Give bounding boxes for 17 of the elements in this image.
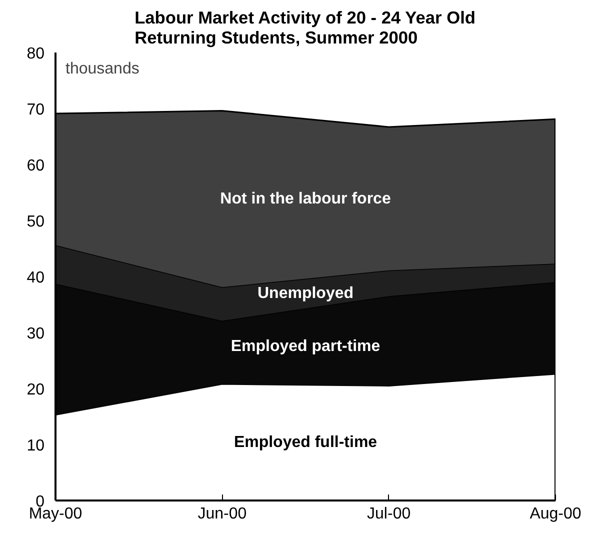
y-tick-label: 40 <box>26 270 45 286</box>
y-tick-label: 80 <box>26 46 45 62</box>
y-tick-label: 60 <box>26 158 45 174</box>
chart-title: Labour Market Activity of 20 - 24 Year Old Returning Students, Summer 2000 <box>134 8 476 48</box>
x-tick-label: Jun-00 <box>198 506 247 522</box>
series-label: Unemployed <box>257 285 354 302</box>
y-tick-label: 10 <box>26 438 45 454</box>
y-tick-label: 30 <box>26 326 45 342</box>
y-tick-label: 70 <box>26 102 45 118</box>
y-axis-title: thousands <box>66 60 140 78</box>
y-tick-label: 50 <box>26 214 45 230</box>
y-tick-label: 20 <box>26 382 45 398</box>
series-label: Not in the labour force <box>220 190 391 208</box>
x-tick-label: Aug-00 <box>530 506 582 522</box>
x-tick-label: Jul-00 <box>367 506 411 522</box>
series-label: Employed full-time <box>234 434 378 452</box>
series-label: Employed part-time <box>230 338 380 356</box>
